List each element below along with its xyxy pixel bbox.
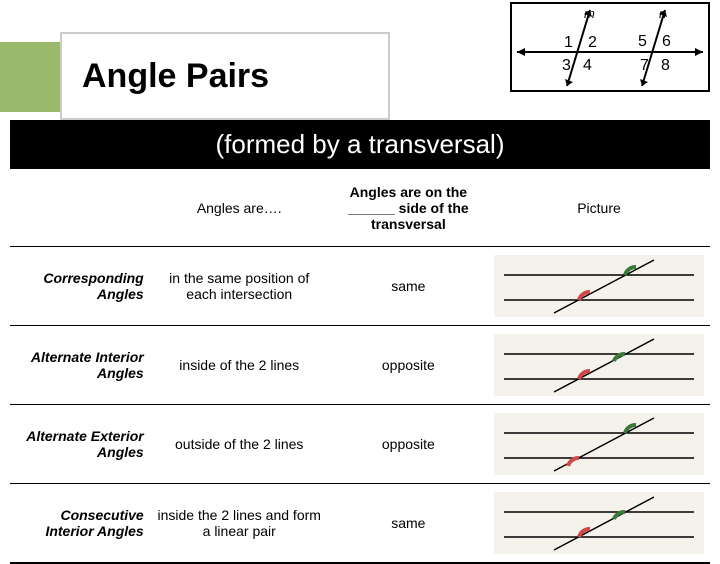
angle-label-5: 5 <box>638 33 647 50</box>
row-desc: outside of the 2 lines <box>150 405 329 484</box>
table-row: Corresponding Angles in the same positio… <box>10 247 710 326</box>
table-row: Alternate Exterior Angles outside of the… <box>10 405 710 484</box>
row-picture <box>488 326 710 405</box>
angle-label-2: 2 <box>588 34 597 51</box>
header-side: Angles are on the ______ side of the tra… <box>329 169 488 247</box>
angle-label-8: 8 <box>661 57 670 74</box>
row-picture <box>488 247 710 326</box>
header-empty <box>10 169 150 247</box>
table-row: Consecutive Interior Angles inside the 2… <box>10 484 710 564</box>
transversal-header-diagram: m n 1 2 3 4 5 6 7 8 <box>510 2 710 92</box>
decorative-green-block <box>0 42 68 112</box>
header-angles-are: Angles are…. <box>150 169 329 247</box>
title-box: Angle Pairs <box>60 32 390 120</box>
angle-pairs-table: Angles are…. Angles are on the ______ si… <box>10 168 710 564</box>
subtitle: (formed by a transversal) <box>216 129 505 160</box>
row-side: same <box>329 247 488 326</box>
angle-label-4: 4 <box>583 57 592 74</box>
line-label-m: m <box>584 6 595 21</box>
table-row: Alternate Interior Angles inside of the … <box>10 326 710 405</box>
row-side: opposite <box>329 405 488 484</box>
row-side: opposite <box>329 326 488 405</box>
angle-label-6: 6 <box>662 33 671 50</box>
row-desc: in the same position of each intersectio… <box>150 247 329 326</box>
row-name: Alternate Exterior Angles <box>10 405 150 484</box>
angle-label-1: 1 <box>564 34 573 51</box>
row-desc: inside of the 2 lines <box>150 326 329 405</box>
row-name: Corresponding Angles <box>10 247 150 326</box>
angle-label-3: 3 <box>562 57 571 74</box>
page-title: Angle Pairs <box>82 57 269 96</box>
row-picture <box>488 405 710 484</box>
angle-label-7: 7 <box>640 57 649 74</box>
line-label-n: n <box>659 6 666 21</box>
row-name: Alternate Interior Angles <box>10 326 150 405</box>
subtitle-bar: (formed by a transversal) <box>10 120 710 168</box>
row-picture <box>488 484 710 564</box>
row-desc: inside the 2 lines and form a linear pai… <box>150 484 329 564</box>
header-picture: Picture <box>488 169 710 247</box>
row-side: same <box>329 484 488 564</box>
row-name: Consecutive Interior Angles <box>10 484 150 564</box>
